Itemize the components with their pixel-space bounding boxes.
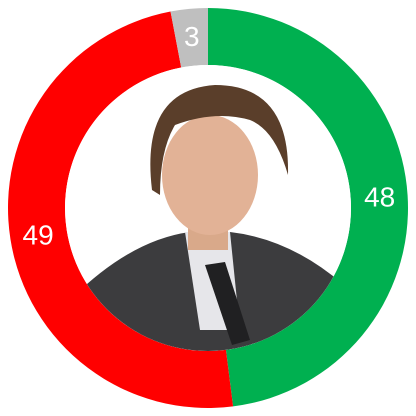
hair — [150, 85, 289, 195]
data-label: 3 — [184, 21, 200, 52]
data-label: 49 — [23, 219, 54, 250]
donut-segment — [208, 8, 409, 407]
donut-segment — [170, 8, 208, 68]
face — [162, 115, 258, 235]
tie — [205, 262, 250, 345]
donut-segment — [8, 11, 234, 409]
data-label: 48 — [364, 182, 395, 213]
